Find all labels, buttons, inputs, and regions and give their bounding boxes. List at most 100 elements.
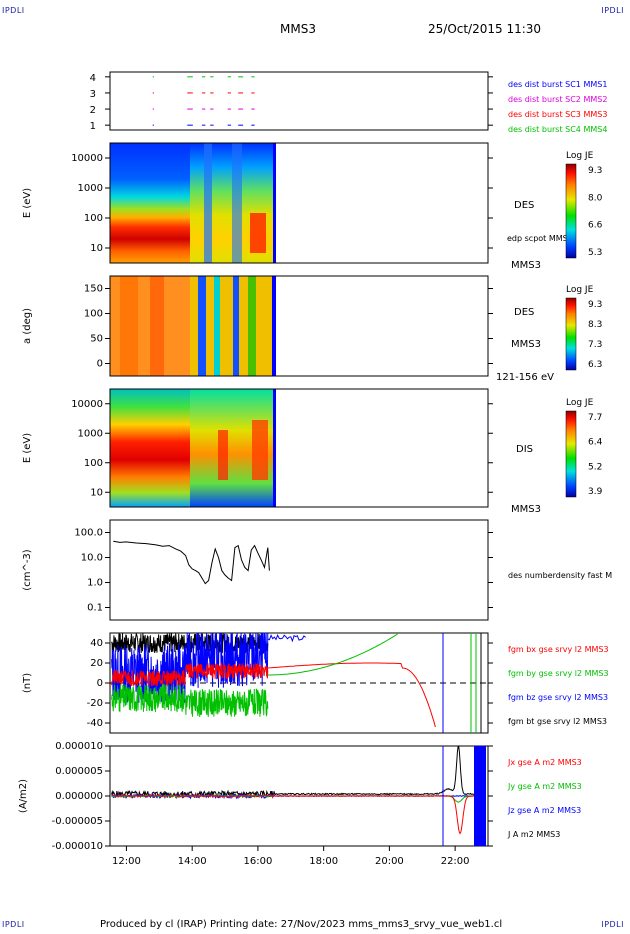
burst-tick-label: 4	[90, 73, 96, 84]
des-pitch-panel: a (deg) 0 50 100 150 DES MMS3 121-156 eV Lo…	[22, 275, 602, 383]
spacecraft-title: MMS3	[280, 22, 316, 36]
dis-energy-stripe-2	[252, 420, 268, 480]
density-ylabel: (cm^-3)	[22, 549, 33, 590]
des-pitch-ytick-label: 100	[84, 309, 103, 320]
des-energy-frame	[109, 142, 489, 264]
des-pitch-stripe-1	[198, 276, 206, 376]
colorbar-tick-label: 9.3	[588, 300, 602, 310]
des-pitch-stripe-b	[150, 276, 164, 376]
des-energy-stripe-2	[232, 143, 242, 263]
current-legend-entry: Jx gse A m2 MMS3	[507, 758, 582, 767]
dis-energy-block-1	[110, 389, 190, 507]
des-pitch-stripe-a	[120, 276, 138, 376]
bfield-tick-label: 20	[90, 658, 103, 669]
time-tick-label: 16:00	[243, 856, 272, 867]
density-frame	[109, 519, 489, 621]
bfield-legend-entry: fgm bz gse srvy l2 MMS3	[508, 693, 608, 702]
density-ytick-label: 1.0	[87, 578, 103, 589]
des-pitch-side-label-1: DES	[514, 307, 534, 318]
colorbar-tick-label: 6.6	[588, 221, 603, 231]
time-tick-label: 22:00	[441, 856, 470, 867]
footer-text: Produced by cl (IRAP) Printing date: 27/…	[100, 919, 503, 930]
dis-energy-stripe-1	[218, 430, 228, 480]
density-panel: (cm^-3) 0.1 1.0 10.0 100.0 des numberdensit…	[22, 519, 612, 621]
des-pitch-stripe-3	[233, 276, 239, 376]
dis-energy-ytick-label: 10	[90, 487, 103, 498]
colorbar-tick-label: 7.7	[588, 413, 602, 423]
burst-tick-label: 3	[90, 89, 96, 100]
colorbar-tick-label: 3.9	[588, 487, 603, 497]
corner-label-top-left: IPDLI	[2, 6, 25, 15]
density-line	[113, 540, 270, 585]
dis-energy-colorbar-title: Log JE	[566, 398, 594, 408]
dis-energy-panel: E (eV) 10 100 1000 10000 DIS MMS3 Log JE 7.…	[22, 388, 603, 515]
burst-legend-entry: des dist burst SC3 MMS3	[508, 110, 607, 119]
des-pitch-stripe-2	[214, 276, 220, 376]
dis-energy-ytick-label: 10000	[71, 399, 103, 410]
current-legend-entry: Jy gse A m2 MMS3	[507, 782, 582, 791]
des-energy-side-label-2: edp scpot MMS3	[507, 234, 573, 243]
colorbar-tick-label: 5.3	[588, 248, 602, 258]
burst-panel-frame	[109, 71, 489, 131]
time-axis: 12:00 14:00 16:00 18:00 20:00 22:00	[112, 846, 470, 867]
burst-tick-label: 1	[90, 121, 96, 132]
des-pitch-frame	[109, 275, 489, 377]
bfield-tick-label: 40	[90, 638, 103, 649]
bfield-legend: fgm bx gse srvy l2 MMS3 fgm by gse srvy l…	[508, 645, 609, 726]
current-tick-label: -0.000010	[52, 841, 103, 852]
current-legend: Jx gse A m2 MMS3 Jy gse A m2 MMS3 Jz gse A…	[507, 758, 582, 839]
current-panel: (A/m2) -0.000010 -0.000005 0.000000 0.00000…	[18, 741, 582, 852]
dis-energy-colorbar-ticks: 7.7 6.4 5.2 3.9	[588, 413, 603, 497]
bfield-ylabel: (nT)	[22, 673, 33, 693]
colorbar-tick-label: 7.3	[588, 340, 602, 350]
des-pitch-ytick-label: 150	[84, 284, 103, 295]
colorbar-tick-label: 6.4	[588, 438, 603, 448]
burst-tick-label: 2	[90, 105, 96, 116]
des-energy-block-1	[110, 143, 190, 263]
burst-marks	[152, 76, 255, 126]
des-pitch-colorbar-ticks: 9.3 8.3 7.3 6.3	[588, 300, 602, 370]
des-energy-ytick-label: 1000	[78, 183, 103, 194]
colorbar-tick-label: 8.0	[588, 193, 603, 203]
des-pitch-ytick-label: 0	[97, 359, 103, 370]
current-tick-label: 0.000000	[55, 791, 103, 802]
density-ytick-label: 10.0	[81, 553, 103, 564]
bfield-bz-trace	[111, 632, 306, 703]
colorbar-tick-label: 9.3	[588, 166, 602, 176]
des-energy-stripe-1	[204, 143, 212, 263]
current-tick-label: 0.000010	[55, 741, 103, 752]
density-yticks: 0.1 1.0 10.0 100.0	[74, 528, 493, 614]
colorbar-tick-label: 6.3	[588, 360, 602, 370]
des-energy-ylabel: E (eV)	[22, 188, 33, 218]
des-pitch-stripe-4	[248, 276, 256, 376]
dis-energy-colorbar	[565, 410, 577, 498]
bfield-tick-label: -20	[87, 698, 103, 709]
corner-label-bottom-left: IPDLI	[2, 920, 25, 929]
current-tick-label: -0.000005	[52, 816, 103, 827]
colorbar-tick-label: 8.3	[588, 320, 602, 330]
corner-label-top-right: IPDLI	[601, 6, 624, 15]
des-pitch-ylabel: a (deg)	[22, 308, 33, 344]
current-legend-entry: J A m2 MMS3	[507, 830, 560, 839]
density-legend: des numberdensity fast M	[508, 571, 612, 580]
dis-energy-side-label-1: DIS	[516, 444, 533, 455]
current-jx-trace	[111, 794, 480, 835]
bfield-legend-entry: fgm bt gse srvy l2 MMS3	[508, 717, 607, 726]
dis-energy-side-label-2: MMS3	[511, 504, 541, 515]
time-tick-label: 18:00	[309, 856, 338, 867]
des-energy-side-label-3: MMS3	[511, 260, 541, 271]
des-energy-stripe-3	[250, 213, 266, 253]
des-pitch-ytick-label: 50	[90, 334, 103, 345]
current-yticks: -0.000010 -0.000005 0.000000 0.000005 0.0000…	[52, 741, 493, 852]
colorbar-tick-label: 5.2	[588, 462, 602, 472]
des-energy-stripe-4	[273, 143, 276, 263]
time-tick-label: 12:00	[112, 856, 141, 867]
current-ylabel: (A/m2)	[18, 779, 29, 813]
bfield-by-trace	[111, 633, 398, 718]
des-pitch-stripe-5	[272, 276, 276, 376]
burst-yticks: 1 2 3 4	[90, 73, 493, 132]
des-energy-colorbar-ticks: 9.3 8.0 6.6 5.3	[588, 166, 603, 258]
des-energy-yticks: 10 100 1000 10000	[71, 153, 493, 254]
